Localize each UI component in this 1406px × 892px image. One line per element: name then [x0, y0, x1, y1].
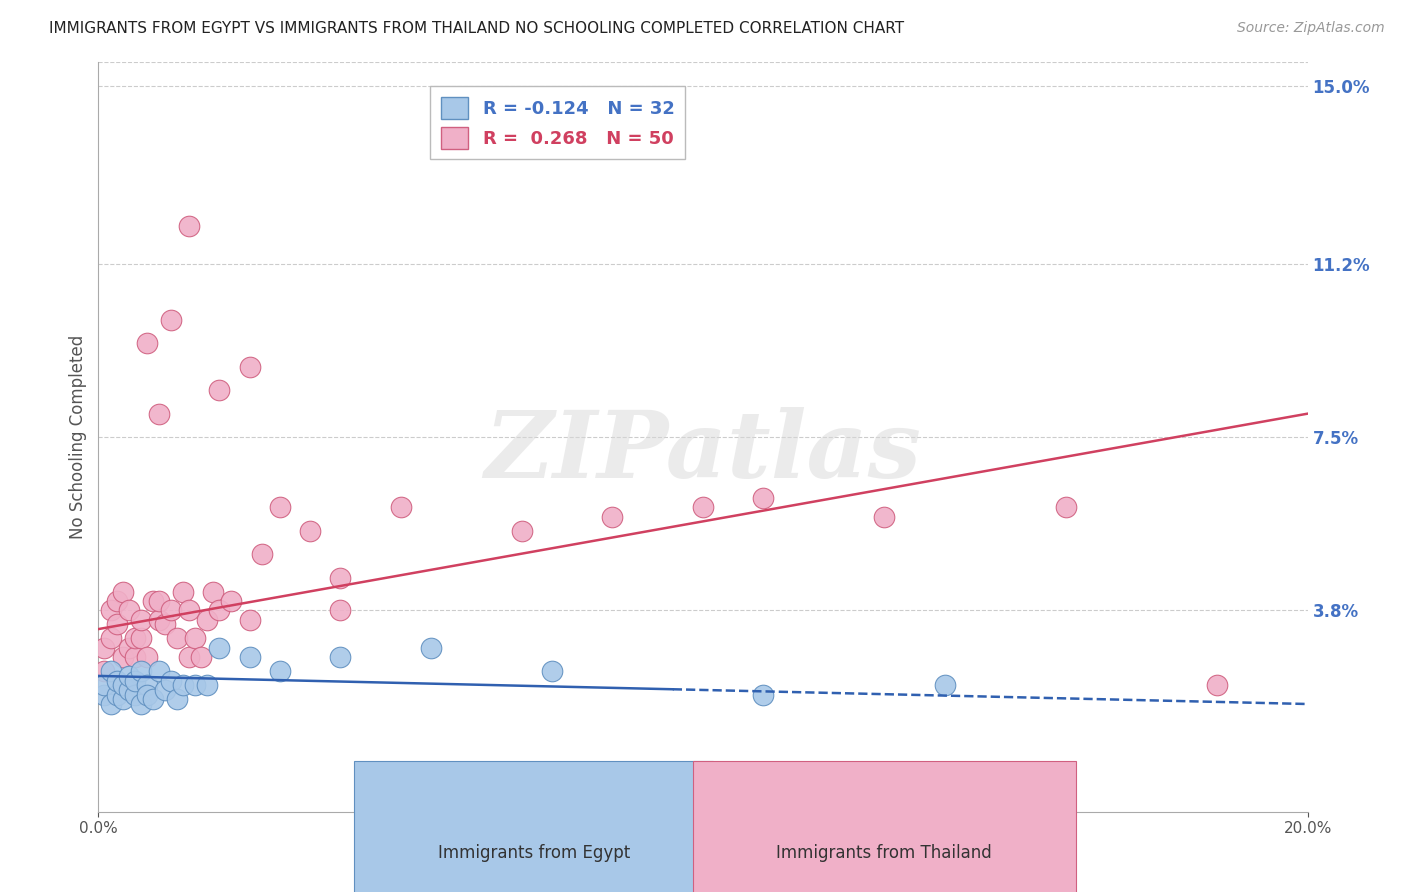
Point: [172, 584, 194, 599]
Point: [179, 219, 201, 234]
Point: [135, 336, 157, 351]
Point: [166, 632, 188, 646]
Point: [692, 500, 714, 515]
Point: [129, 632, 152, 646]
Point: [124, 688, 146, 702]
Point: [420, 640, 443, 655]
Point: [118, 683, 141, 698]
Point: [100, 697, 122, 711]
Point: [105, 617, 128, 632]
Point: [602, 509, 624, 524]
Point: [100, 664, 122, 678]
Point: [148, 594, 170, 608]
Point: [135, 650, 157, 665]
Point: [148, 407, 170, 421]
Text: Immigrants from Thailand: Immigrants from Thailand: [776, 844, 993, 862]
Point: [329, 571, 352, 585]
Point: [160, 313, 183, 327]
Point: [1054, 500, 1077, 515]
Point: [190, 650, 212, 665]
Point: [166, 692, 188, 706]
Point: [153, 683, 176, 698]
Point: [329, 650, 352, 665]
Point: [129, 613, 152, 627]
Point: [184, 632, 207, 646]
Point: [195, 678, 218, 692]
Point: [100, 603, 122, 617]
Point: [118, 640, 141, 655]
Point: [142, 594, 165, 608]
Point: [135, 688, 157, 702]
Point: [124, 650, 146, 665]
Point: [153, 617, 176, 632]
Point: [269, 664, 291, 678]
Point: [93, 688, 115, 702]
Point: [934, 678, 956, 692]
Point: [124, 673, 146, 688]
Point: [111, 678, 134, 692]
Point: [129, 697, 152, 711]
Text: Immigrants from Egypt: Immigrants from Egypt: [437, 844, 630, 862]
Text: Source: ZipAtlas.com: Source: ZipAtlas.com: [1237, 21, 1385, 36]
Point: [148, 664, 170, 678]
Point: [100, 632, 122, 646]
Point: [510, 524, 533, 538]
Point: [148, 613, 170, 627]
Point: [540, 664, 562, 678]
Legend: R = -0.124   N = 32, R =  0.268   N = 50: R = -0.124 N = 32, R = 0.268 N = 50: [430, 87, 686, 160]
Point: [752, 688, 775, 702]
Point: [239, 613, 262, 627]
Point: [1206, 678, 1229, 692]
Point: [93, 640, 115, 655]
Point: [105, 594, 128, 608]
Point: [269, 500, 291, 515]
Point: [129, 664, 152, 678]
Point: [172, 678, 194, 692]
Point: [111, 584, 134, 599]
Point: [221, 594, 243, 608]
Point: [118, 669, 141, 683]
Point: [93, 664, 115, 678]
Point: [208, 603, 231, 617]
Point: [202, 584, 225, 599]
Point: [179, 603, 201, 617]
Point: [184, 678, 207, 692]
Point: [111, 692, 134, 706]
Point: [105, 688, 128, 702]
Point: [142, 692, 165, 706]
Point: [208, 383, 231, 397]
Point: [179, 650, 201, 665]
Point: [111, 650, 134, 665]
Point: [250, 547, 273, 561]
Point: [389, 500, 412, 515]
Point: [299, 524, 322, 538]
Point: [195, 613, 218, 627]
Y-axis label: No Schooling Completed: No Schooling Completed: [69, 335, 87, 539]
Point: [105, 673, 128, 688]
Point: [239, 359, 262, 374]
Point: [329, 603, 352, 617]
Point: [160, 603, 183, 617]
Point: [118, 603, 141, 617]
Point: [239, 650, 262, 665]
Text: ZIPatlas: ZIPatlas: [485, 407, 921, 497]
Point: [208, 640, 231, 655]
Point: [135, 678, 157, 692]
Point: [124, 632, 146, 646]
Point: [160, 673, 183, 688]
Point: [93, 678, 115, 692]
Point: [873, 509, 896, 524]
Text: IMMIGRANTS FROM EGYPT VS IMMIGRANTS FROM THAILAND NO SCHOOLING COMPLETED CORRELA: IMMIGRANTS FROM EGYPT VS IMMIGRANTS FROM…: [49, 21, 904, 37]
Point: [752, 491, 775, 505]
